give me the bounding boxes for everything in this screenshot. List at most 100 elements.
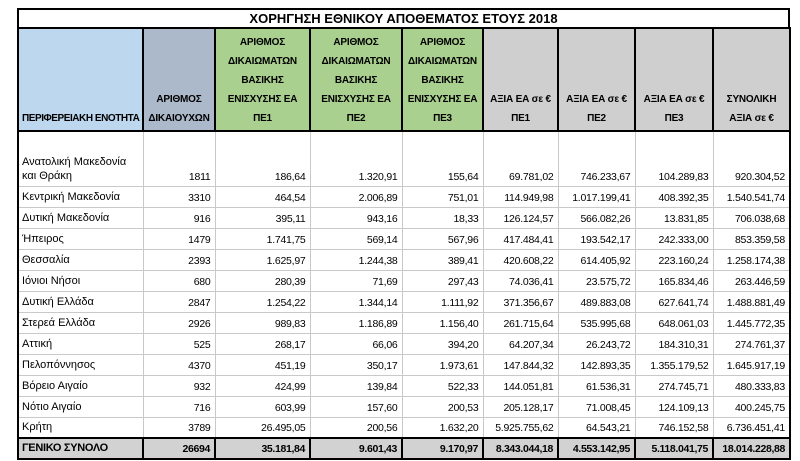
column-header-dikaiomata-ea-pe2: ΑΡΙΘΜΟΣ ΔΙΚΑΙΩΜΑΤΩΝ ΒΑΣΙΚΗΣ ΕΝΙΣΧΥΣΗΣ ΕΑ… <box>309 27 403 132</box>
column-header-axia-ea-pe1: ΑΞΙΑ ΕΑ σε € ΠΕ1 <box>482 27 559 132</box>
value-cell-arithmos-dikaiouchon: 4370 <box>142 353 216 376</box>
value-cell-dikaiomata-ea-pe3: 389,41 <box>401 248 484 271</box>
total-value-cell-arithmos-dikaiouchon: 26694 <box>142 437 216 460</box>
value-cell-arithmos-dikaiouchon: 716 <box>142 395 216 418</box>
value-cell-dikaiomata-ea-pe3: 297,43 <box>401 269 484 292</box>
total-value-cell-axia-ea-pe1: 8.343.044,18 <box>482 437 559 460</box>
value-cell-axia-ea-pe3: 184.310,31 <box>634 332 714 355</box>
table-row: Νότιο Αιγαίο 716 603,99 157,60 200,53 205.128… <box>17 395 791 418</box>
region-name-cell: Κρήτη <box>17 416 144 439</box>
value-cell-axia-ea-pe3: 627.641,74 <box>634 290 714 313</box>
value-cell-axia-ea-pe1: 126.124,57 <box>482 206 559 229</box>
value-cell-dikaiomata-ea-pe2: 200,56 <box>309 416 403 439</box>
value-cell-dikaiomata-ea-pe1: 268,17 <box>214 332 311 355</box>
table-header: ΠΕΡΙΦΕΡΕΙΑΚΗ ΕΝΟΤΗΤΑ ΑΡΙΘΜΟΣ ΔΙΚΑΙΟΥΧΩΝ ΑΡ… <box>17 27 791 132</box>
value-cell-axia-ea-pe3: 1.355.179,52 <box>634 353 714 376</box>
value-cell-synoliki-axia: 263.446,59 <box>712 269 791 292</box>
value-cell-arithmos-dikaiouchon: 680 <box>142 269 216 292</box>
value-cell-axia-ea-pe3: 648.061,03 <box>634 311 714 334</box>
total-value-cell-synoliki-axia: 18.014.228,88 <box>712 437 791 460</box>
data-table: ΠΕΡΙΦΕΡΕΙΑΚΗ ΕΝΟΤΗΤΑ ΑΡΙΘΜΟΣ ΔΙΚΑΙΟΥΧΩΝ ΑΡ… <box>17 27 791 460</box>
value-cell-axia-ea-pe3: 274.745,71 <box>634 374 714 397</box>
value-cell-dikaiomata-ea-pe3: 394,20 <box>401 332 484 355</box>
value-cell-axia-ea-pe2: 23.575,72 <box>557 269 636 292</box>
value-cell-axia-ea-pe1: 5.925.755,62 <box>482 416 559 439</box>
region-name-cell: Δυτική Μακεδονία <box>17 206 144 229</box>
table-row: Δυτική Μακεδονία 916 395,11 943,16 18,33 126.… <box>17 206 791 229</box>
value-cell-dikaiomata-ea-pe3: 1.632,20 <box>401 416 484 439</box>
column-header-arithmos-dikaiouchon: ΑΡΙΘΜΟΣ ΔΙΚΑΙΟΥΧΩΝ <box>142 27 216 132</box>
value-cell-arithmos-dikaiouchon: 2847 <box>142 290 216 313</box>
value-cell-synoliki-axia: 480.333,83 <box>712 374 791 397</box>
total-label-cell: ΓΕΝΙΚΟ ΣΥΝΟΛΟ <box>17 437 144 460</box>
value-cell-arithmos-dikaiouchon: 2926 <box>142 311 216 334</box>
value-cell-axia-ea-pe1: 74.036,41 <box>482 269 559 292</box>
table-row: Στερεά Ελλάδα 2926 989,83 1.186,89 1.156,40 2… <box>17 311 791 334</box>
value-cell-dikaiomata-ea-pe2: 66,06 <box>309 332 403 355</box>
value-cell-dikaiomata-ea-pe2: 1.244,38 <box>309 248 403 271</box>
table-footer: ΓΕΝΙΚΟ ΣΥΝΟΛΟ 26694 35.181,84 9.601,43 9.170… <box>17 437 791 460</box>
value-cell-dikaiomata-ea-pe3: 155,64 <box>401 130 484 187</box>
value-cell-axia-ea-pe2: 26.243,72 <box>557 332 636 355</box>
value-cell-arithmos-dikaiouchon: 916 <box>142 206 216 229</box>
region-name-cell: Δυτική Ελλάδα <box>17 290 144 313</box>
table-body: Ανατολική Μακεδονία και Θράκη 1811 186,64 1… <box>17 130 791 439</box>
value-cell-dikaiomata-ea-pe2: 1.320,91 <box>309 130 403 187</box>
value-cell-arithmos-dikaiouchon: 932 <box>142 374 216 397</box>
value-cell-dikaiomata-ea-pe2: 350,17 <box>309 353 403 376</box>
value-cell-dikaiomata-ea-pe1: 464,54 <box>214 185 311 208</box>
value-cell-axia-ea-pe3: 104.289,83 <box>634 130 714 187</box>
value-cell-dikaiomata-ea-pe1: 1.625,97 <box>214 248 311 271</box>
table-row: Κρήτη 3789 26.495,05 200,56 1.632,20 5.925.75… <box>17 416 791 439</box>
table-row: Βόρειο Αιγαίο 932 424,99 139,84 522,33 144.05… <box>17 374 791 397</box>
total-value-cell-axia-ea-pe3: 5.118.041,75 <box>634 437 714 460</box>
value-cell-dikaiomata-ea-pe3: 751,01 <box>401 185 484 208</box>
total-row: ΓΕΝΙΚΟ ΣΥΝΟΛΟ 26694 35.181,84 9.601,43 9.170… <box>17 437 791 460</box>
table-row: Θεσσαλία 2393 1.625,97 1.244,38 389,41 420.60… <box>17 248 791 271</box>
value-cell-arithmos-dikaiouchon: 2393 <box>142 248 216 271</box>
total-value-cell-axia-ea-pe2: 4.553.142,95 <box>557 437 636 460</box>
table-row: Ήπειρος 1479 1.741,75 569,14 567,96 417.484,4… <box>17 227 791 250</box>
table-row: Πελοπόννησος 4370 451,19 350,17 1.973,61 147.… <box>17 353 791 376</box>
value-cell-axia-ea-pe1: 417.484,41 <box>482 227 559 250</box>
value-cell-axia-ea-pe3: 13.831,85 <box>634 206 714 229</box>
value-cell-axia-ea-pe1: 144.051,81 <box>482 374 559 397</box>
region-name-cell: Ανατολική Μακεδονία και Θράκη <box>17 130 144 187</box>
value-cell-dikaiomata-ea-pe2: 157,60 <box>309 395 403 418</box>
total-value-cell-dikaiomata-ea-pe3: 9.170,97 <box>401 437 484 460</box>
value-cell-dikaiomata-ea-pe1: 603,99 <box>214 395 311 418</box>
value-cell-axia-ea-pe2: 64.543,21 <box>557 416 636 439</box>
region-name-cell: Πελοπόννησος <box>17 353 144 376</box>
value-cell-arithmos-dikaiouchon: 525 <box>142 332 216 355</box>
region-name-cell: Ήπειρος <box>17 227 144 250</box>
value-cell-dikaiomata-ea-pe3: 522,33 <box>401 374 484 397</box>
region-name-cell: Βόρειο Αιγαίο <box>17 374 144 397</box>
value-cell-axia-ea-pe2: 614.405,92 <box>557 248 636 271</box>
value-cell-synoliki-axia: 274.761,37 <box>712 332 791 355</box>
value-cell-dikaiomata-ea-pe1: 451,19 <box>214 353 311 376</box>
value-cell-dikaiomata-ea-pe2: 71,69 <box>309 269 403 292</box>
value-cell-dikaiomata-ea-pe2: 2.006,89 <box>309 185 403 208</box>
value-cell-dikaiomata-ea-pe1: 395,11 <box>214 206 311 229</box>
column-header-dikaiomata-ea-pe1: ΑΡΙΘΜΟΣ ΔΙΚΑΙΩΜΑΤΩΝ ΒΑΣΙΚΗΣ ΕΝΙΣΧΥΣΗΣ ΕΑ… <box>214 27 311 132</box>
total-value-cell-dikaiomata-ea-pe2: 9.601,43 <box>309 437 403 460</box>
value-cell-axia-ea-pe3: 165.834,46 <box>634 269 714 292</box>
value-cell-axia-ea-pe3: 408.392,35 <box>634 185 714 208</box>
value-cell-dikaiomata-ea-pe3: 567,96 <box>401 227 484 250</box>
header-row: ΠΕΡΙΦΕΡΕΙΑΚΗ ΕΝΟΤΗΤΑ ΑΡΙΘΜΟΣ ΔΙΚΑΙΟΥΧΩΝ ΑΡ… <box>17 27 791 132</box>
value-cell-arithmos-dikaiouchon: 3789 <box>142 416 216 439</box>
value-cell-axia-ea-pe2: 142.893,35 <box>557 353 636 376</box>
national-reserve-table: ΧΟΡΗΓΗΣΗ ΕΘΝΙΚΟΥ ΑΠΟΘΕΜΑΤΟΣ ΕΤΟΥΣ 2018 Π… <box>17 8 791 460</box>
column-header-perifereiaki-enotita: ΠΕΡΙΦΕΡΕΙΑΚΗ ΕΝΟΤΗΤΑ <box>17 27 144 132</box>
value-cell-dikaiomata-ea-pe3: 1.111,92 <box>401 290 484 313</box>
value-cell-axia-ea-pe1: 371.356,67 <box>482 290 559 313</box>
value-cell-axia-ea-pe2: 193.542,17 <box>557 227 636 250</box>
value-cell-dikaiomata-ea-pe2: 943,16 <box>309 206 403 229</box>
column-header-axia-ea-pe3: ΑΞΙΑ ΕΑ σε € ΠΕ3 <box>634 27 714 132</box>
value-cell-synoliki-axia: 1.540.541,74 <box>712 185 791 208</box>
value-cell-arithmos-dikaiouchon: 3310 <box>142 185 216 208</box>
value-cell-dikaiomata-ea-pe2: 1.186,89 <box>309 311 403 334</box>
value-cell-dikaiomata-ea-pe3: 18,33 <box>401 206 484 229</box>
table-row: Δυτική Ελλάδα 2847 1.254,22 1.344,14 1.111,9… <box>17 290 791 313</box>
value-cell-synoliki-axia: 1.445.772,35 <box>712 311 791 334</box>
